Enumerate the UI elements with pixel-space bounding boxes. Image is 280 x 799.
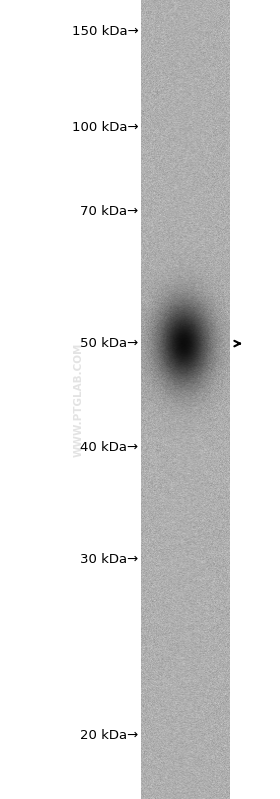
Text: 50 kDa→: 50 kDa→ <box>80 337 139 350</box>
Text: 150 kDa→: 150 kDa→ <box>72 26 139 38</box>
Text: WWW.PTGLAB.COM: WWW.PTGLAB.COM <box>73 342 83 457</box>
Text: 100 kDa→: 100 kDa→ <box>72 121 139 134</box>
Text: 70 kDa→: 70 kDa→ <box>80 205 139 218</box>
Text: 30 kDa→: 30 kDa→ <box>80 553 139 566</box>
Text: 40 kDa→: 40 kDa→ <box>80 441 139 454</box>
Text: 20 kDa→: 20 kDa→ <box>80 729 139 741</box>
